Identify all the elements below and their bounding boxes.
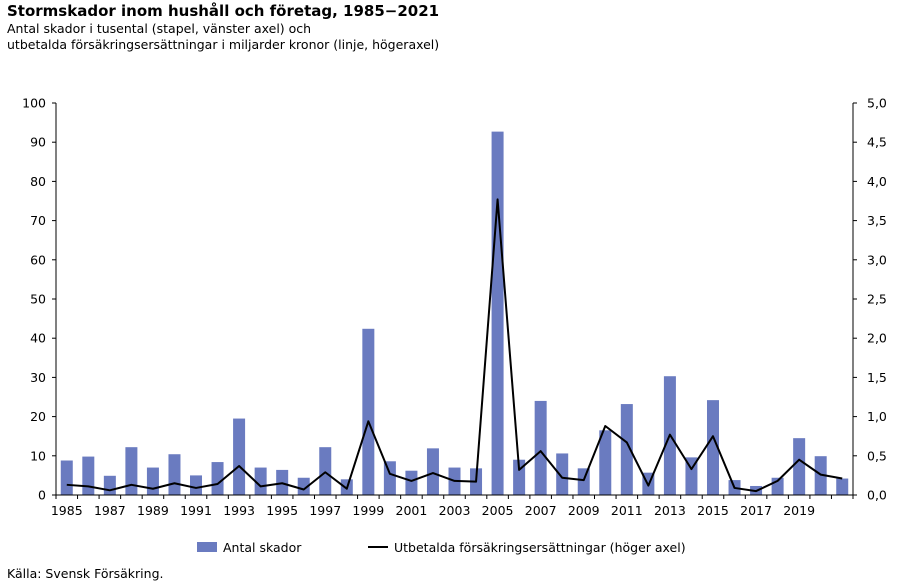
right-tick-label: 3,0: [867, 252, 887, 267]
left-tick-label: 100: [22, 96, 46, 111]
subtitle-line-2: utbetalda försäkringsersättningar i milj…: [7, 37, 440, 52]
left-tick-label: 30: [30, 370, 46, 385]
left-tick-label: 80: [30, 174, 46, 189]
x-tick-label: 1995: [266, 503, 298, 518]
bar-2001: [405, 470, 418, 495]
x-tick-label: 2009: [568, 503, 600, 518]
bar-1985: [60, 460, 73, 495]
x-tick-label: 1993: [223, 503, 255, 518]
bar-2021: [836, 478, 849, 495]
x-tick-label: 2019: [783, 503, 815, 518]
bar-1994: [254, 467, 267, 495]
line-series: [66, 198, 843, 493]
bar-2010: [599, 430, 612, 495]
bar-1997: [319, 447, 332, 495]
subtitle-line-1: Antal skador i tusental (stapel, vänster…: [7, 21, 312, 36]
right-tick-label: 2,5: [867, 292, 887, 307]
axes: 0 10 20 30 40 50 60 70 80 90 100 0,0 0,5 1,0 1,5 2,0 2,5…: [22, 96, 887, 519]
right-tick-label: 4,0: [867, 174, 887, 189]
bar-1987: [103, 475, 116, 495]
x-tick-label: 1989: [137, 503, 169, 518]
bar-2007: [534, 400, 547, 495]
right-tick-label: 2,0: [867, 331, 887, 346]
right-tick-label: 1,5: [867, 370, 887, 385]
x-tick-label: 1991: [180, 503, 212, 518]
bar-1986: [82, 456, 95, 495]
left-tick-label: 40: [30, 331, 46, 346]
bar-1989: [146, 467, 159, 495]
source-note: Källa: Svensk Försäkring.: [7, 566, 164, 581]
right-tick-label: 4,5: [867, 135, 887, 150]
x-tick-label: 2013: [654, 503, 686, 518]
bar-2015: [706, 400, 719, 495]
bar-2008: [556, 453, 569, 495]
left-tick-label: 90: [30, 135, 46, 150]
chart-subtitle: Antal skador i tusental (stapel, vänster…: [7, 21, 439, 53]
right-tick-label: 1,0: [867, 409, 887, 424]
bar-2009: [577, 468, 590, 495]
bar-2005: [491, 131, 504, 495]
x-tick-label: 2011: [611, 503, 643, 518]
bar-2002: [426, 448, 439, 495]
left-tick-label: 60: [30, 252, 46, 267]
legend-line-label: Utbetalda försäkringsersättningar (höger…: [394, 540, 686, 555]
bar-2019: [793, 438, 806, 495]
x-tick-label: 1985: [51, 503, 83, 518]
left-tick-label: 10: [30, 448, 46, 463]
x-tick-label: 1997: [309, 503, 341, 518]
legend: Antal skador Utbetalda försäkringsersätt…: [197, 540, 686, 555]
left-tick-label: 50: [30, 292, 46, 307]
left-tick-label: 70: [30, 213, 46, 228]
bar-1990: [168, 454, 181, 495]
x-tick-label: 2015: [697, 503, 729, 518]
bar-1992: [211, 462, 224, 495]
x-tick-label: 1999: [352, 503, 384, 518]
right-tick-label: 0,5: [867, 448, 887, 463]
x-tick-label: 2017: [740, 503, 772, 518]
bar-2000: [383, 461, 396, 495]
bar-1996: [297, 477, 310, 495]
left-tick-label: 0: [38, 488, 46, 503]
bar-2014: [685, 457, 698, 495]
x-tick-label: 2001: [396, 503, 428, 518]
left-tick-label: 20: [30, 409, 46, 424]
bar-1991: [190, 475, 203, 495]
x-tick-label: 2003: [439, 503, 471, 518]
payout-line: [66, 198, 843, 493]
bar-1988: [125, 447, 138, 495]
x-tick-label: 1987: [94, 503, 126, 518]
right-tick-label: 3,5: [867, 213, 887, 228]
bar-1999: [362, 328, 375, 495]
right-tick-label: 0,0: [867, 488, 887, 503]
right-tick-label: 5,0: [867, 96, 887, 111]
chart-title: Stormskador inom hushåll och företag, 19…: [7, 2, 440, 20]
bar-2011: [620, 404, 633, 495]
x-tick-label: 2005: [482, 503, 514, 518]
x-tick-label: 2007: [525, 503, 557, 518]
bar-series: [60, 131, 849, 495]
bar-1993: [233, 418, 246, 495]
legend-bar-label: Antal skador: [223, 540, 302, 555]
legend-bar-swatch: [197, 542, 217, 552]
